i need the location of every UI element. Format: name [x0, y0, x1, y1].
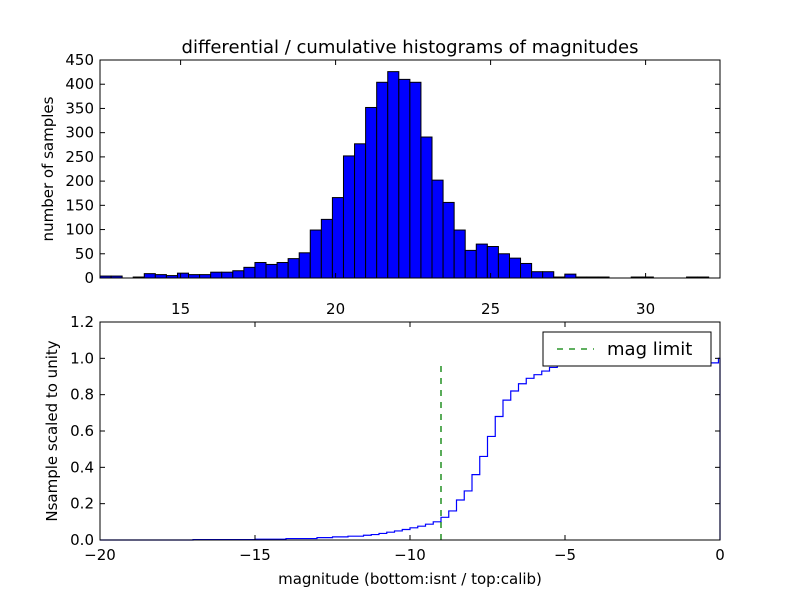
x-tick-label: 20 — [326, 300, 345, 318]
x-tick-label: −15 — [239, 546, 271, 564]
histogram-bar — [298, 252, 311, 279]
legend: mag limit — [542, 331, 712, 367]
y-tick-label: 0.6 — [70, 422, 94, 440]
histogram-bar — [320, 218, 333, 279]
y-tick-label: 250 — [65, 148, 94, 166]
y-tick-label: 0.0 — [70, 531, 94, 549]
bottom-y-axis-label: Nsample scaled to unity — [43, 340, 61, 521]
histogram-bar — [254, 261, 267, 279]
histogram-bar — [221, 271, 234, 279]
bottom-x-ticks: −20 −15 −10 −5 0 — [84, 322, 725, 564]
x-tick-label: −10 — [394, 546, 426, 564]
y-tick-label: 1.0 — [70, 349, 94, 367]
histogram-bar — [387, 71, 400, 279]
histogram-bar — [398, 78, 411, 279]
top-plot: 15 20 25 30 0 50 100 150 200 250 300 350 400 450 num… — [39, 51, 721, 318]
histogram-bar — [331, 197, 344, 279]
y-tick-label: 450 — [65, 51, 94, 69]
histogram-bar — [376, 81, 389, 279]
histogram-bar — [232, 270, 245, 279]
y-tick-label: 350 — [65, 99, 94, 117]
histogram-bar — [520, 262, 533, 279]
y-tick-label: 400 — [65, 75, 94, 93]
histogram-bar — [143, 273, 156, 279]
y-tick-label: 1.2 — [70, 313, 94, 331]
x-tick-label: 30 — [636, 300, 655, 318]
histogram-bar — [409, 81, 422, 279]
x-tick-label: −5 — [554, 546, 576, 564]
y-tick-label: 150 — [65, 196, 94, 214]
histogram-bar — [188, 274, 201, 279]
histogram-bar — [420, 136, 433, 279]
histogram-bar — [431, 179, 444, 279]
cumulative-step-line — [100, 357, 721, 541]
histogram-bar — [464, 249, 477, 279]
x-tick-label: 15 — [171, 300, 190, 318]
bottom-lines — [100, 357, 721, 541]
histogram-bar — [531, 271, 544, 279]
y-tick-label: 0 — [84, 269, 94, 287]
histogram-bar — [287, 258, 300, 279]
bottom-plot: −20 −15 −10 −5 0 0.0 0.2 0.4 0.6 0.8 1.0 1.2 magni… — [43, 313, 725, 588]
histogram-bar — [199, 274, 212, 279]
x-tick-label: 0 — [715, 546, 725, 564]
y-tick-label: 200 — [65, 172, 94, 190]
histogram-bar — [508, 257, 522, 279]
x-tick-label: 25 — [481, 300, 500, 318]
histogram-bar — [176, 272, 190, 279]
histogram-bar — [564, 273, 577, 279]
histogram-bar — [475, 243, 488, 279]
histogram-bar — [542, 271, 555, 279]
histogram-bar — [497, 253, 510, 279]
histogram-bar — [442, 201, 455, 279]
histogram-bar — [486, 246, 499, 279]
histogram-bar — [154, 274, 167, 279]
histogram-bar — [365, 106, 378, 279]
top-plot-frame — [99, 59, 721, 279]
bottom-y-ticks: 0.0 0.2 0.4 0.6 0.8 1.0 1.2 — [70, 313, 720, 549]
histogram-bar — [276, 261, 289, 279]
y-tick-label: 50 — [75, 245, 94, 263]
histogram-bar — [453, 229, 466, 279]
y-tick-label: 300 — [65, 124, 94, 142]
y-tick-label: 0.8 — [70, 386, 94, 404]
y-tick-label: 0.2 — [70, 495, 94, 513]
y-tick-label: 0.4 — [70, 458, 94, 476]
histogram-bar — [243, 266, 256, 279]
top-y-axis-label: number of samples — [39, 96, 57, 241]
histogram-bar — [309, 229, 322, 279]
top-x-ticks: 15 20 25 30 — [171, 60, 655, 318]
histogram-bar — [265, 263, 278, 279]
top-chart-title: differential / cumulative histograms of … — [182, 37, 639, 58]
legend-mag-limit-label: mag limit — [607, 339, 692, 360]
x-tick-label: −20 — [84, 546, 116, 564]
y-tick-label: 100 — [65, 221, 94, 239]
bottom-x-axis-label: magnitude (bottom:isnt / top:calib) — [278, 570, 542, 588]
histogram-bar — [210, 271, 223, 279]
histogram-bar — [354, 143, 367, 279]
top-y-ticks: 0 50 100 150 200 250 300 350 400 450 — [65, 51, 720, 287]
histogram-bar — [342, 155, 356, 279]
